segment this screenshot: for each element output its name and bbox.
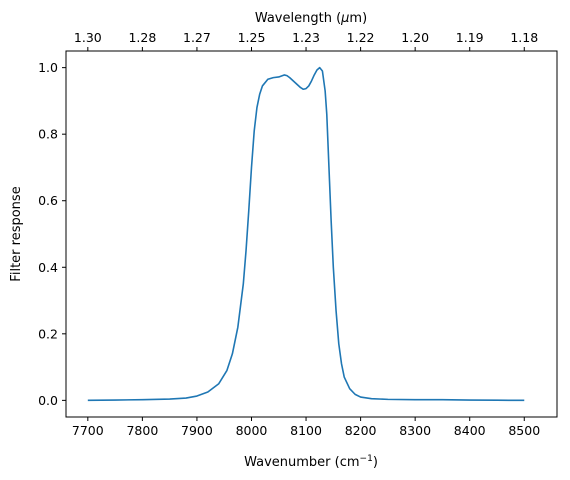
x-axis-label-superscript: −1 (360, 454, 373, 464)
x-tick-label: 8300 (399, 423, 431, 438)
x-tick-label: 8100 (290, 423, 322, 438)
y-axis-label: Filter response (9, 186, 24, 281)
x-tick-label: 8200 (345, 423, 377, 438)
top-tick-label: 1.19 (456, 30, 484, 45)
top-tick-label: 1.22 (347, 30, 375, 45)
top-tick-label: 1.18 (510, 30, 538, 45)
filter-response-line (87, 66, 525, 402)
x-tick-label: 7900 (181, 423, 213, 438)
x-tick-label: 8400 (454, 423, 486, 438)
y-tick-label: 0.4 (38, 260, 58, 275)
y-tick-label: 0.6 (38, 193, 58, 208)
y-tick-label: 1.0 (38, 60, 58, 75)
y-tick-label: 0.8 (38, 127, 58, 142)
left-axis: 0.0 0.2 0.4 0.6 0.8 1.0 (38, 60, 66, 408)
top-tick-label: 1.20 (401, 30, 429, 45)
y-tick-label: 0.2 (38, 326, 58, 341)
x-tick-label: 8500 (508, 423, 540, 438)
top-tick-label: 1.27 (183, 30, 211, 45)
x-tick-label: 8000 (236, 423, 268, 438)
top-axis-label-mu: μ (340, 11, 349, 26)
x-axis-label: Wavenumber (cm−1) (244, 454, 378, 470)
x-tick-label: 7800 (126, 423, 158, 438)
top-axis-label: Wavelength (μm) (255, 11, 367, 26)
top-tick-label: 1.23 (292, 30, 320, 45)
top-axis: 1.30 1.28 1.27 1.25 1.23 1.22 1.20 1.19 1.18 (74, 30, 538, 51)
top-tick-label: 1.28 (128, 30, 156, 45)
top-tick-label: 1.25 (238, 30, 266, 45)
bottom-axis: 7700 7800 7900 8000 8100 8200 8300 8400 8500 (72, 417, 540, 438)
y-tick-label: 0.0 (38, 393, 58, 408)
plot-frame (65, 50, 558, 418)
top-tick-label: 1.30 (74, 30, 102, 45)
x-tick-label: 7700 (72, 423, 104, 438)
